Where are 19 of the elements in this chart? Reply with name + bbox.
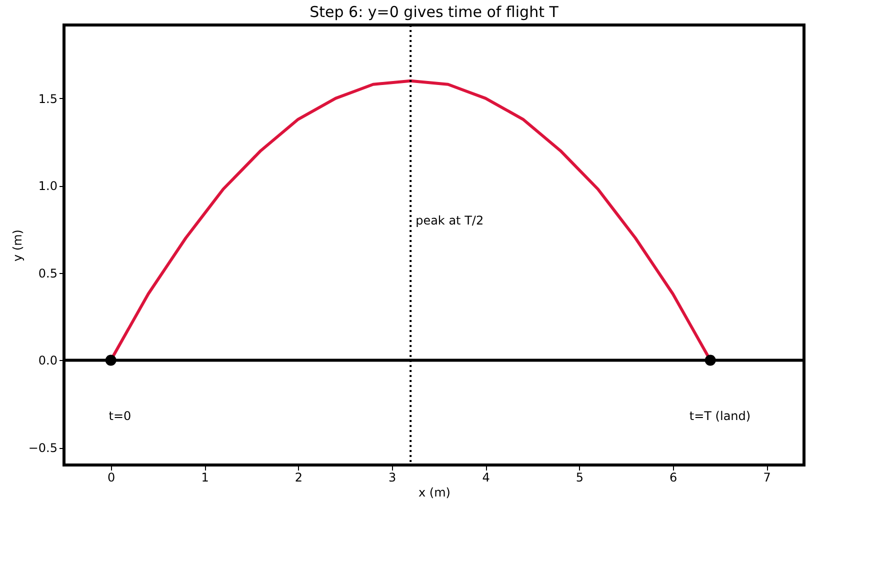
- chart-title: Step 6: y=0 gives time of flight T: [310, 3, 560, 21]
- y-axis-title: y (m): [10, 230, 24, 262]
- x-tick-label: 4: [482, 470, 490, 484]
- x-tick-label: 1: [201, 470, 209, 484]
- x-tick-label: 5: [576, 470, 584, 484]
- y-tick-label: 1.5: [38, 92, 58, 106]
- x-tick-label: 6: [670, 470, 678, 484]
- y-tick-label: 1.0: [38, 179, 58, 194]
- y-tick-label: −0.5: [28, 441, 58, 456]
- x-tick-label: 3: [388, 470, 396, 484]
- x-tick-label: 2: [294, 470, 302, 484]
- x-tick-label: 0: [108, 470, 116, 484]
- y-tick-label: 0.5: [38, 266, 58, 280]
- annotation: t=T (land): [689, 409, 751, 423]
- annotation: t=0: [108, 409, 132, 423]
- x-tick-label: 7: [763, 470, 771, 484]
- x-axis-title: x (m): [418, 486, 450, 500]
- y-tick-label: 0.0: [38, 354, 58, 368]
- annotation: peak at T/2: [416, 214, 484, 228]
